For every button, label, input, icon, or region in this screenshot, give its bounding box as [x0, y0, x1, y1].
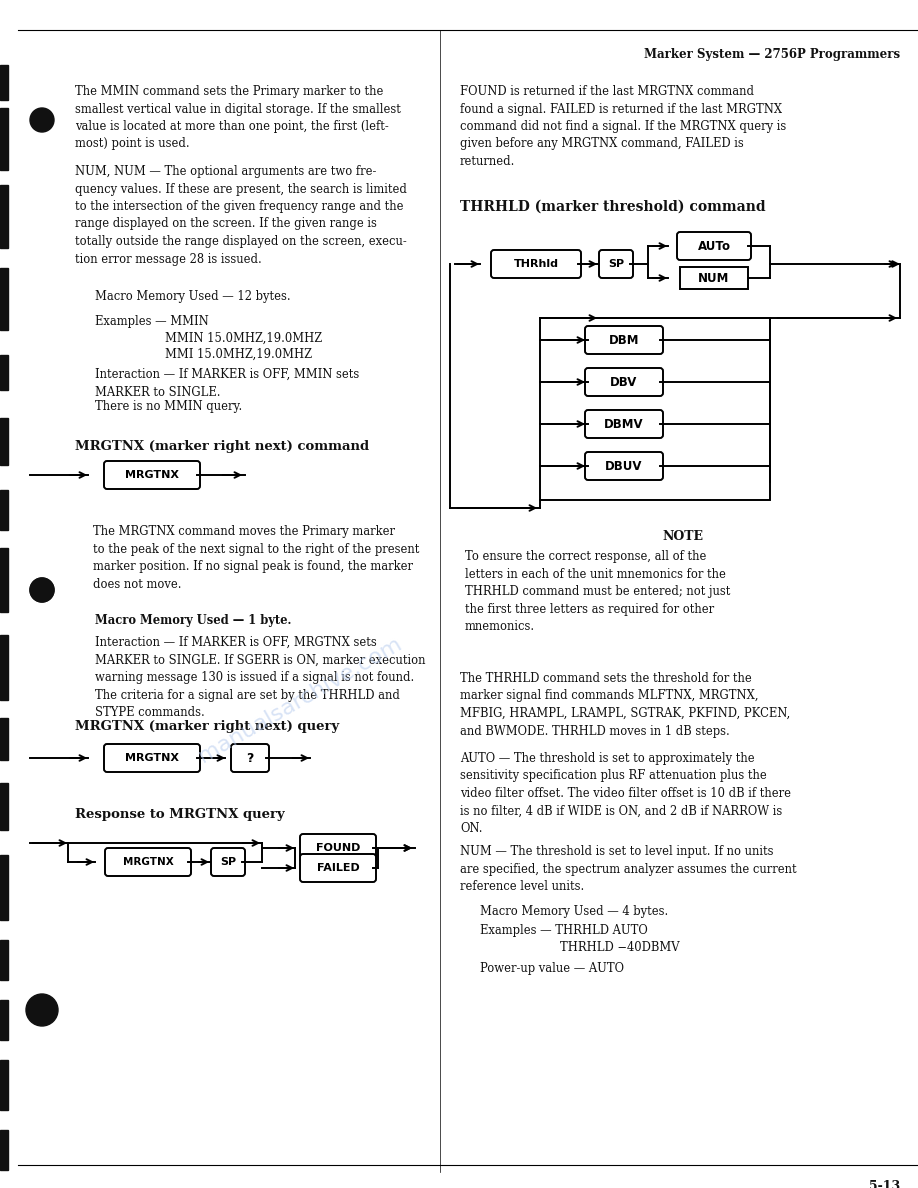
- Text: SP: SP: [608, 259, 624, 268]
- Bar: [0, 65, 8, 100]
- Text: MRGTNX: MRGTNX: [125, 753, 179, 763]
- Text: DBUV: DBUV: [605, 460, 643, 473]
- Bar: [0, 1000, 8, 1040]
- Text: NUM, NUM — The optional arguments are two fre-
quency values. If these are prese: NUM, NUM — The optional arguments are tw…: [75, 165, 407, 265]
- FancyBboxPatch shape: [231, 744, 269, 772]
- Circle shape: [26, 994, 58, 1026]
- Text: manualsarchive.com: manualsarchive.com: [195, 633, 405, 766]
- Text: To ensure the correct response, all of the
letters in each of the unit mnemonics: To ensure the correct response, all of t…: [465, 550, 731, 633]
- Bar: [0, 268, 8, 330]
- Text: AUTO — The threshold is set to approximately the
sensitivity specification plus : AUTO — The threshold is set to approxima…: [460, 752, 791, 835]
- FancyBboxPatch shape: [585, 326, 663, 354]
- Text: NUM: NUM: [699, 272, 730, 284]
- Bar: [0, 783, 8, 830]
- Bar: [0, 940, 8, 980]
- FancyBboxPatch shape: [491, 249, 581, 278]
- Bar: [0, 855, 8, 920]
- Text: FOUND is returned if the last MRGTNX command
found a signal. FAILED is returned : FOUND is returned if the last MRGTNX com…: [460, 86, 786, 168]
- FancyBboxPatch shape: [585, 410, 663, 438]
- Text: FAILED: FAILED: [317, 862, 359, 873]
- Bar: [0, 1060, 8, 1110]
- Text: MRGTNX: MRGTNX: [123, 857, 174, 867]
- Bar: [0, 418, 8, 465]
- Bar: [0, 108, 8, 170]
- Text: MRGTNX (marker right next) command: MRGTNX (marker right next) command: [75, 440, 369, 453]
- Text: 5-13: 5-13: [868, 1180, 900, 1188]
- Text: Examples — THRHLD AUTO: Examples — THRHLD AUTO: [480, 924, 648, 937]
- FancyBboxPatch shape: [585, 451, 663, 480]
- FancyBboxPatch shape: [680, 267, 748, 289]
- Circle shape: [30, 579, 54, 602]
- Bar: [0, 1130, 8, 1170]
- Text: Examples — MMIN: Examples — MMIN: [95, 315, 208, 328]
- FancyBboxPatch shape: [104, 744, 200, 772]
- Text: Response to MRGTNX query: Response to MRGTNX query: [75, 808, 285, 821]
- Text: NOTE: NOTE: [662, 530, 703, 543]
- Text: FOUND: FOUND: [316, 843, 360, 853]
- FancyBboxPatch shape: [211, 848, 245, 876]
- Text: SP: SP: [220, 857, 236, 867]
- FancyBboxPatch shape: [300, 834, 376, 862]
- FancyBboxPatch shape: [105, 848, 191, 876]
- Text: DBM: DBM: [609, 334, 639, 347]
- Text: AUTo: AUTo: [698, 240, 731, 253]
- Bar: [0, 489, 8, 530]
- Text: MRGTNX: MRGTNX: [125, 470, 179, 480]
- Circle shape: [30, 108, 54, 132]
- Text: Macro Memory Used — 1 byte.: Macro Memory Used — 1 byte.: [95, 614, 291, 627]
- Text: THRhld: THRhld: [513, 259, 558, 268]
- Text: Macro Memory Used — 4 bytes.: Macro Memory Used — 4 bytes.: [480, 905, 668, 918]
- Bar: [540, 318, 770, 500]
- Text: MMI 15.0MHZ,19.0MHZ: MMI 15.0MHZ,19.0MHZ: [165, 348, 312, 361]
- Text: Power-up value — AUTO: Power-up value — AUTO: [480, 962, 624, 975]
- FancyBboxPatch shape: [585, 368, 663, 396]
- Text: MRGTNX (marker right next) query: MRGTNX (marker right next) query: [75, 720, 340, 733]
- FancyBboxPatch shape: [599, 249, 633, 278]
- Text: DBMV: DBMV: [604, 417, 644, 430]
- Text: NUM — The threshold is set to level input. If no units
are specified, the spectr: NUM — The threshold is set to level inpu…: [460, 845, 797, 893]
- Text: The THRHLD command sets the threshold for the
marker signal find commands MLFTNX: The THRHLD command sets the threshold fo…: [460, 672, 790, 738]
- Circle shape: [30, 579, 54, 602]
- Text: DBV: DBV: [610, 375, 638, 388]
- Text: Marker System — 2756P Programmers: Marker System — 2756P Programmers: [644, 48, 900, 61]
- Text: The MRGTNX command moves the Primary marker
to the peak of the next signal to th: The MRGTNX command moves the Primary mar…: [93, 525, 420, 590]
- Text: THRHLD (marker threshold) command: THRHLD (marker threshold) command: [460, 200, 766, 214]
- Bar: [0, 185, 8, 248]
- FancyBboxPatch shape: [300, 854, 376, 881]
- Bar: [0, 718, 8, 760]
- Text: THRHLD −40DBMV: THRHLD −40DBMV: [560, 941, 679, 954]
- Bar: [0, 636, 8, 700]
- Circle shape: [30, 998, 54, 1022]
- FancyBboxPatch shape: [104, 461, 200, 489]
- Text: ?: ?: [246, 752, 253, 765]
- FancyBboxPatch shape: [677, 232, 751, 260]
- Text: Macro Memory Used — 12 bytes.: Macro Memory Used — 12 bytes.: [95, 290, 291, 303]
- Text: The MMIN command sets the Primary marker to the
smallest vertical value in digit: The MMIN command sets the Primary marker…: [75, 86, 401, 151]
- Text: MMIN 15.0MHZ,19.0MHZ: MMIN 15.0MHZ,19.0MHZ: [165, 331, 322, 345]
- Text: Interaction — If MARKER is OFF, MRGTNX sets
MARKER to SINGLE. If SGERR is ON, ma: Interaction — If MARKER is OFF, MRGTNX s…: [95, 636, 426, 719]
- Text: Interaction — If MARKER is OFF, MMIN sets
MARKER to SINGLE.: Interaction — If MARKER is OFF, MMIN set…: [95, 368, 359, 398]
- Text: There is no MMIN query.: There is no MMIN query.: [95, 400, 242, 413]
- Bar: [0, 548, 8, 612]
- Bar: [0, 355, 8, 390]
